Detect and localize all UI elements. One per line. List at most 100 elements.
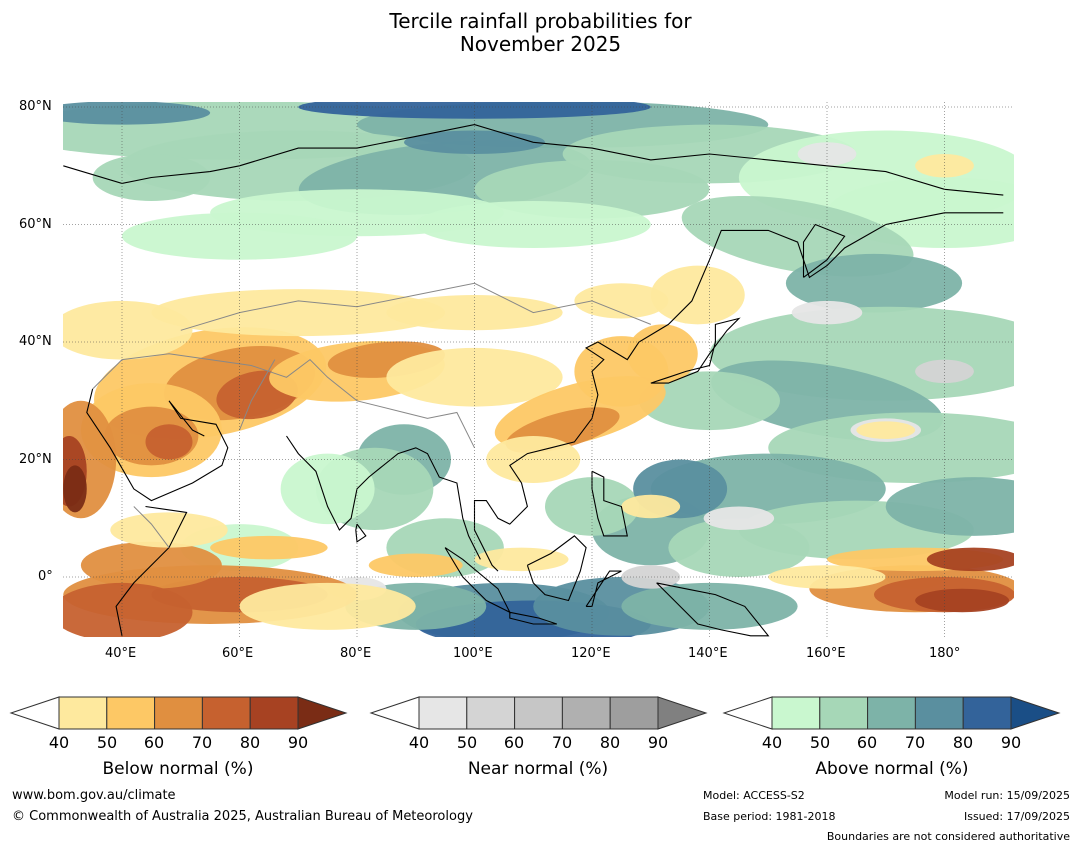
near-tick-80: 80 [599, 733, 621, 752]
above-segment [962, 696, 1012, 730]
below-tick-70: 70 [191, 733, 213, 752]
above-segment [771, 696, 821, 730]
probability-region [856, 421, 916, 439]
near-segment [514, 696, 563, 730]
probability-region [915, 359, 974, 384]
chart-title-line1: Tercile rainfall probabilities for [389, 9, 692, 33]
colorbar-below-normal [9, 696, 348, 730]
coastline [63, 124, 1004, 196]
probability-region [627, 324, 698, 384]
graticule [63, 102, 1014, 637]
above-segment [819, 696, 869, 730]
model-name: Model: ACCESS-S2 [703, 789, 805, 802]
near-segment [418, 696, 468, 730]
website-link[interactable]: www.bom.gov.au/climate [12, 788, 176, 803]
probability-region [404, 130, 545, 154]
near-high-extension [657, 696, 708, 730]
colorbar-near-title: Near normal (%) [467, 759, 609, 779]
copyright-text: © Commonwealth of Australia 2025, Austra… [12, 809, 473, 824]
probability-region [151, 289, 446, 337]
lon-label-60e: 60°E [222, 646, 254, 661]
probability-region [639, 371, 780, 431]
model-run-date: Model run: 15/09/2025 [944, 789, 1070, 802]
near-segment [561, 696, 611, 730]
probability-region [785, 253, 963, 313]
boundaries-disclaimer: Boundaries are not considered authoritat… [826, 830, 1070, 843]
issued-date: Issued: 17/09/2025 [963, 810, 1070, 823]
above-low-extension [722, 696, 773, 730]
colorbars [9, 696, 1061, 730]
near-low-extension [369, 696, 420, 730]
coastline [86, 388, 229, 502]
country-border [180, 282, 651, 331]
below-tick-40: 40 [48, 733, 70, 752]
probability-region [145, 424, 193, 460]
below-segment [58, 696, 108, 730]
probability-region [574, 283, 669, 319]
probability-region [63, 300, 193, 360]
probability-region [368, 553, 463, 577]
probability-region [885, 477, 1014, 536]
near-tick-70: 70 [551, 733, 573, 752]
map-area [63, 102, 1014, 637]
colorbar-above-title: Above normal (%) [815, 759, 969, 779]
below-high-extension [297, 696, 348, 730]
below-segment [106, 696, 156, 730]
lon-label-100e: 100°E [453, 646, 493, 661]
probability-regions [63, 102, 1014, 637]
lon-label-140e: 140°E [688, 646, 728, 661]
probability-region [63, 465, 87, 513]
below-tick-80: 80 [239, 733, 261, 752]
near-segment [466, 696, 516, 730]
probability-region [668, 518, 810, 577]
below-segment [201, 696, 251, 730]
lon-label-120e: 120°E [571, 646, 611, 661]
coastline [509, 611, 557, 625]
near-segment [609, 696, 659, 730]
coastline [802, 223, 846, 278]
chart-title-line2: November 2025 [459, 32, 622, 56]
probability-region [650, 265, 745, 325]
below-low-extension [9, 696, 60, 730]
colorbar-below-title: Below normal (%) [102, 759, 254, 779]
above-segment [914, 696, 964, 730]
probability-region [110, 512, 228, 548]
probability-region [486, 436, 581, 483]
below-tick-50: 50 [96, 733, 118, 752]
coastline [473, 212, 1004, 572]
near-tick-40: 40 [408, 733, 430, 752]
probability-region [63, 102, 211, 125]
colorbar-near-normal [369, 696, 708, 730]
probability-region [210, 535, 328, 560]
probability-region [621, 565, 681, 589]
near-tick-60: 60 [503, 733, 525, 752]
base-period: Base period: 1981-2018 [703, 810, 836, 823]
rainfall-probability-map [63, 102, 1014, 637]
lon-label-80e: 80°E [340, 646, 372, 661]
below-segment [154, 696, 203, 730]
probability-region [239, 582, 416, 630]
country-border [92, 359, 123, 390]
lat-label-80n: 80°N [19, 99, 52, 114]
country-border [133, 506, 170, 548]
lon-label-160e: 160°E [806, 646, 846, 661]
above-tick-70: 70 [904, 733, 926, 752]
probability-region [415, 201, 651, 248]
lat-label-20n: 20°N [19, 452, 52, 467]
colorbar-above-normal [722, 696, 1061, 730]
probability-region [915, 588, 1010, 613]
lat-label-equator: 0° [38, 569, 53, 584]
below-tick-60: 60 [143, 733, 165, 752]
above-tick-40: 40 [761, 733, 783, 752]
coastline [656, 582, 770, 637]
coastline [355, 523, 367, 543]
country-border [239, 359, 276, 431]
lon-label-180: 180° [929, 646, 961, 661]
probability-region [926, 547, 1014, 572]
above-tick-90: 90 [1000, 733, 1022, 752]
coastline [286, 435, 481, 560]
above-tick-60: 60 [856, 733, 878, 752]
probability-region [298, 102, 651, 119]
coastline [526, 535, 587, 602]
coastlines [63, 124, 1004, 637]
